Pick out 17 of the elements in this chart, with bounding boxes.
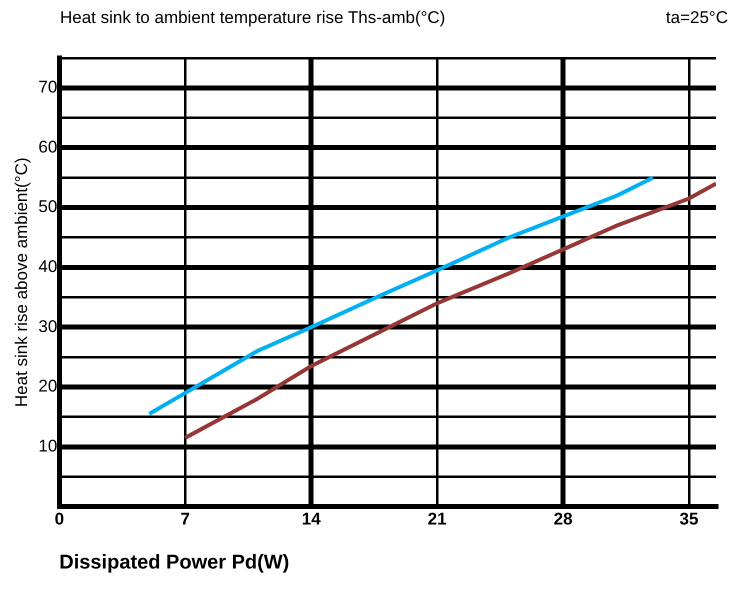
text: ta=25°C [666,8,728,28]
x-tick-label: 7 [180,509,190,528]
x-tick-label: 21 [428,509,447,528]
y-axis-title: Heat sink rise above ambient(°C) [12,157,31,408]
x-axis-title: Dissipated Power Pd(W) [59,552,290,574]
x-tick-label: 35 [680,509,698,528]
y-tick-label: 40 [38,257,58,276]
y-tick-label: 10 [38,436,58,456]
chart-title: Heat sink to ambient temperature rise Ths-amb(°C) [60,8,446,28]
y-tick-label: 50 [38,197,58,216]
y-tick-label: 30 [38,316,58,336]
y-tick-label: 60 [38,137,58,156]
x-tick-label: 0 [54,509,64,528]
y-tick-label: 20 [38,376,58,396]
x-tick-label: 28 [554,509,573,528]
x-tick-label: 14 [302,509,322,528]
y-tick-label: 70 [38,78,58,97]
